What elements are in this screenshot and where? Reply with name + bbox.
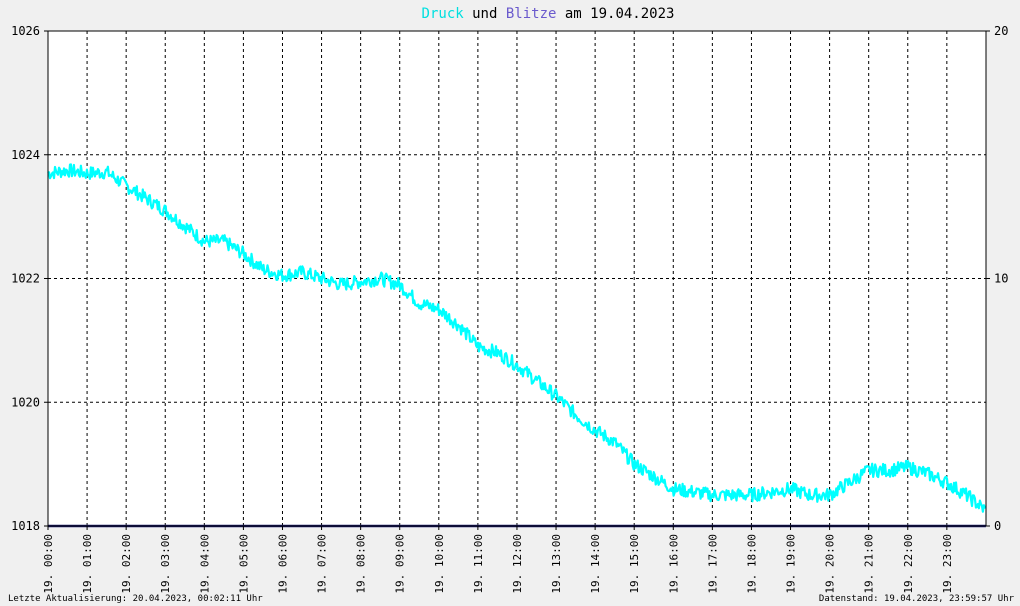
x-tick-label: 19. 11:00 [472,534,485,594]
title-und: und [464,6,506,22]
series-druck-line [47,163,987,513]
x-tick-label: 19. 08:00 [355,534,368,594]
x-tick-label: 19. 14:00 [589,534,602,594]
x-tick-label: 19. 10:00 [433,534,446,594]
x-tick-label: 19. 17:00 [706,534,719,594]
title-blitze: Blitze [506,6,557,22]
x-tick-label: 19. 04:00 [198,534,211,594]
y-left-axis: 1018 1020 1022 1024 1026 [11,24,48,533]
y-left-tick-label: 1026 [11,24,40,38]
footer-last-update: Letzte Aktualisierung: 20.04.2023, 00:02… [8,594,263,604]
y-left-tick-label: 1024 [11,148,40,162]
chart-title: Druck und Blitze am 19.04.2023 [422,6,675,22]
x-tick-label: 19. 22:00 [902,534,915,594]
title-druck: Druck [422,6,465,22]
x-tick-label: 19. 20:00 [824,534,837,594]
x-tick-label: 19. 05:00 [237,534,250,594]
y-left-tick-label: 1018 [11,519,40,533]
y-right-tick-label: 10 [994,272,1008,286]
grid [48,31,986,526]
y-left-tick-label: 1020 [11,395,40,409]
x-tick-label: 19. 03:00 [159,534,172,594]
x-tick-label: 19. 12:00 [511,534,524,594]
x-tick-label: 19. 23:00 [941,534,954,594]
x-tick-label: 19. 19:00 [785,534,798,594]
y-right-tick-label: 0 [994,519,1001,533]
x-tick-label: 19. 09:00 [394,534,407,594]
x-tick-label: 19. 01:00 [81,534,94,594]
y-right-tick-label: 20 [994,24,1008,38]
x-tick-label: 19. 00:00 [42,534,55,594]
x-tick-label: 19. 21:00 [863,534,876,594]
y-left-tick-label: 1022 [11,272,40,286]
title-date: am 19.04.2023 [556,6,674,22]
footer-data-status: Datenstand: 19.04.2023, 23:59:57 Uhr [819,594,1015,604]
x-tick-label: 19. 16:00 [667,534,680,594]
x-tick-label: 19. 13:00 [550,534,563,594]
x-axis: 19. 00:00 19. 01:00 19. 02:00 19. 03:00 19. … [42,526,954,594]
x-tick-label: 19. 18:00 [745,534,758,594]
y-right-axis: 0 10 20 [986,24,1008,533]
x-tick-label: 19. 02:00 [120,534,133,594]
x-tick-label: 19. 15:00 [628,534,641,594]
x-tick-label: 19. 07:00 [316,534,329,594]
x-tick-label: 19. 06:00 [276,534,289,594]
